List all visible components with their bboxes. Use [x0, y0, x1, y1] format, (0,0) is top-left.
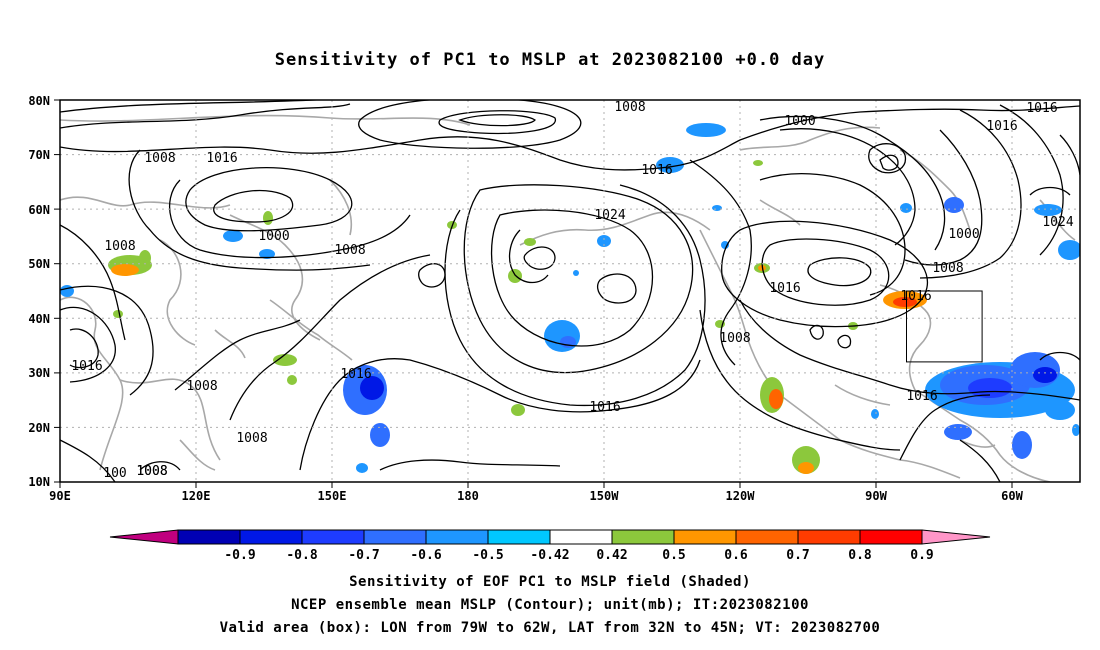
contour-label: 1016	[206, 151, 237, 166]
contour-label: 1024	[594, 208, 625, 223]
valid-area-box	[906, 290, 983, 363]
contour-label: 1008	[236, 431, 267, 446]
colorbar-segment	[363, 529, 427, 545]
lat-label: 60N	[28, 203, 50, 217]
colorbar-label: 0.6	[724, 548, 748, 563]
colorbar-segment	[735, 529, 799, 545]
lon-label: 180	[457, 489, 479, 503]
lat-label: 10N	[28, 475, 50, 489]
colorbar-label: -0.7	[348, 548, 379, 563]
contour-label: 1008	[932, 261, 963, 276]
contour-label: 1016	[1026, 101, 1057, 116]
lon-label: 90W	[865, 489, 887, 503]
footer-line-1: Sensitivity of EOF PC1 to MSLP field (Sh…	[349, 574, 751, 590]
colorbar-label: -0.6	[410, 548, 441, 563]
contour-label: 1016	[906, 389, 937, 404]
colorbar-segment	[177, 529, 241, 545]
colorbar-high-triangle	[921, 529, 991, 545]
contour-label: 1008	[136, 464, 167, 479]
contour-label: 100	[103, 466, 126, 481]
contour-label: 1008	[136, 464, 167, 479]
colorbar-segment	[673, 529, 737, 545]
lon-axis	[59, 482, 1013, 488]
contour-label: 1016	[900, 289, 931, 304]
lat-label: 30N	[28, 366, 50, 380]
map-title: Sensitivity of PC1 to MSLP at 2023082100…	[274, 50, 826, 70]
contour-label: 1008	[719, 331, 750, 346]
colorbar-label: 0.9	[910, 548, 933, 563]
graticule	[60, 100, 1080, 482]
colorbar: -0.9 -0.8 -0.7 -0.6 -0.5 -0.42 0.42 0.5 0.6 0.7 0.…	[109, 529, 991, 563]
colorbar-label: 0.7	[786, 548, 809, 563]
mslp-contours	[60, 100, 1080, 482]
contour-label: 1008	[334, 243, 365, 258]
colorbar-label: 0.5	[662, 548, 685, 563]
contour-label: 1016	[641, 163, 672, 178]
colorbar-low-triangle	[109, 529, 179, 545]
lon-label: 90E	[49, 489, 71, 503]
contour-label: 1000	[258, 229, 289, 244]
coastlines	[60, 114, 1076, 482]
colorbar-segment	[425, 529, 489, 545]
lat-label: 80N	[28, 94, 50, 108]
lat-axis	[54, 99, 60, 483]
colorbar-segment	[239, 529, 303, 545]
colorbar-segment	[797, 529, 861, 545]
footer-line-3: Valid area (box): LON from 79W to 62W, L…	[219, 620, 881, 636]
sensitivity-shading	[60, 123, 1080, 474]
contour-label: 1000	[784, 114, 815, 129]
colorbar-label: 0.42	[596, 548, 627, 563]
colorbar-segment	[549, 529, 613, 545]
colorbar-label: -0.9	[224, 548, 255, 563]
contour-label: 1000	[948, 227, 979, 242]
lon-label: 150W	[590, 489, 620, 503]
contour-label: 1016	[769, 281, 800, 296]
lon-label: 120E	[182, 489, 211, 503]
lon-label: 120W	[726, 489, 756, 503]
contour-label: 1016	[589, 400, 620, 415]
map-frame	[59, 99, 1081, 483]
colorbar-label: -0.5	[472, 548, 503, 563]
lat-label: 40N	[28, 312, 50, 326]
contour-label: 1008	[614, 100, 645, 115]
colorbar-segment	[859, 529, 923, 545]
colorbar-segment	[301, 529, 365, 545]
contour-label: 1024	[1042, 215, 1073, 230]
lat-label: 70N	[28, 148, 50, 162]
footer-line-2: NCEP ensemble mean MSLP (Contour); unit(…	[291, 597, 809, 613]
contour-label: 1008	[186, 379, 217, 394]
colorbar-segment	[611, 529, 675, 545]
lat-label: 50N	[28, 257, 50, 271]
contour-label: 1016	[986, 119, 1017, 134]
lon-label: 150E	[318, 489, 347, 503]
contour-labels: 1008 1016 1016 1008 1000 1016 1000 1024 …	[71, 100, 1073, 481]
contour-label: 1008	[144, 151, 175, 166]
lon-label: 60W	[1001, 489, 1023, 503]
contour-label: 1016	[340, 367, 371, 382]
contour-label: 1008	[104, 239, 135, 254]
colorbar-segment	[487, 529, 551, 545]
contour-label: 1016	[71, 359, 102, 374]
colorbar-label: 0.8	[848, 548, 872, 563]
colorbar-label: -0.8	[286, 548, 317, 563]
lat-label: 20N	[28, 421, 50, 435]
colorbar-label: -0.42	[530, 548, 569, 563]
